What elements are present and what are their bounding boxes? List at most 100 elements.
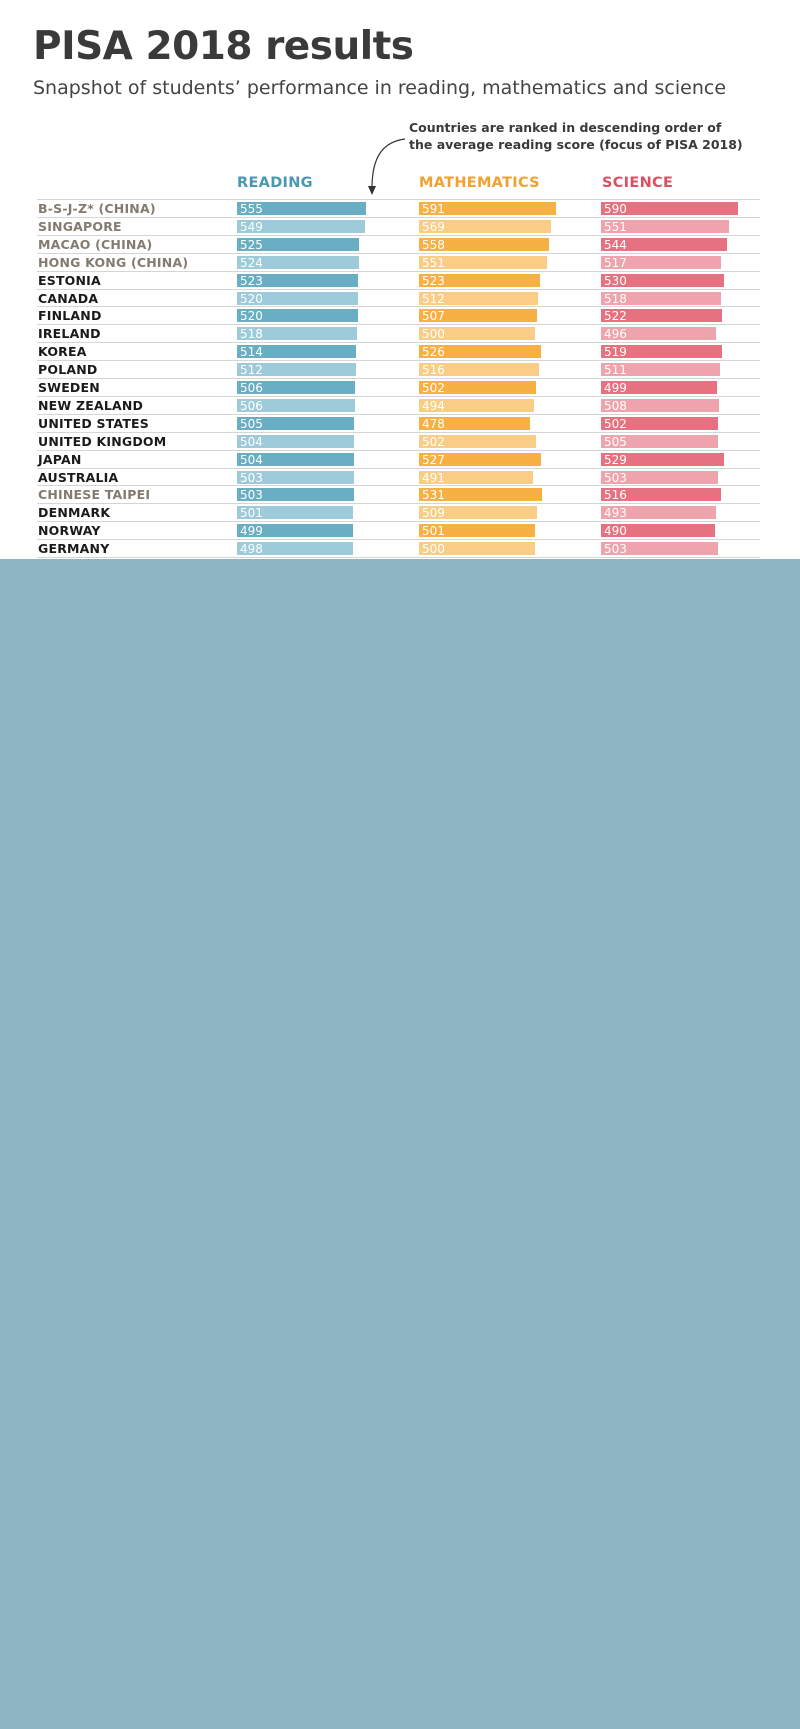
math-value-label: 591 [422, 202, 445, 216]
reading-bar: 499 [237, 524, 353, 539]
reading-bar: 506 [237, 381, 355, 395]
table-row: KOREA 514 526 519 [37, 342, 760, 360]
reading-value-label: 524 [240, 255, 263, 270]
reading-bar: 549 [237, 219, 365, 234]
science-value-label: 499 [604, 381, 627, 395]
math-value-label: 500 [422, 542, 445, 557]
science-value-label: 503 [604, 542, 627, 557]
reading-bar: 523 [237, 273, 359, 288]
science-value-label: 516 [604, 488, 627, 503]
math-value-label: 502 [422, 434, 445, 449]
math-value-label: 558 [422, 237, 445, 252]
country-label: JAPAN [38, 451, 82, 467]
math-value-label: 531 [422, 488, 445, 503]
table-row: SWEDEN 506 502 499 [37, 378, 760, 396]
math-bar: 502 [419, 434, 536, 449]
math-bar: 502 [419, 381, 536, 395]
reading-value-label: 514 [240, 345, 263, 360]
country-label: DENMARK [38, 505, 111, 521]
math-value-label: 502 [422, 381, 445, 395]
math-value-label: 527 [422, 452, 445, 467]
science-value-label: 590 [604, 202, 627, 216]
table-row: IRELAND 518 500 496 [37, 324, 760, 342]
reading-value-label: 523 [240, 273, 263, 288]
country-label: UNITED KINGDOM [38, 433, 167, 449]
science-value-label: 496 [604, 327, 627, 342]
reading-bar: 555 [237, 202, 366, 216]
science-value-label: 503 [604, 470, 627, 485]
reading-value-label: 549 [240, 219, 263, 234]
reading-column-header: READING [237, 175, 313, 191]
ranking-note-line-2: the average reading score (focus of PISA… [409, 137, 743, 152]
reading-bar: 520 [237, 291, 358, 306]
blank-overlay-top [287, 559, 800, 566]
table-row: DENMARK 501 509 493 [37, 503, 760, 521]
math-bar: 558 [419, 237, 549, 252]
science-bar: 530 [601, 273, 725, 288]
science-value-label: 517 [604, 255, 627, 270]
science-bar: 522 [601, 309, 723, 324]
reading-bar: 503 [237, 470, 354, 485]
math-bar: 527 [419, 452, 542, 467]
reading-bar: 504 [237, 434, 354, 449]
science-column-header: SCIENCE [602, 175, 674, 191]
reading-value-label: 504 [240, 434, 263, 449]
science-bar: 519 [601, 345, 722, 359]
science-bar: 503 [601, 542, 718, 557]
math-bar: 512 [419, 291, 538, 306]
science-value-label: 508 [604, 398, 627, 413]
country-label: AUSTRALIA [38, 469, 119, 485]
country-label: SWEDEN [38, 380, 100, 395]
science-bar: 517 [601, 255, 721, 270]
math-value-label: 478 [422, 416, 445, 431]
reading-value-label: 518 [240, 327, 263, 342]
science-bar: 508 [601, 398, 719, 413]
math-bar: 591 [419, 202, 557, 216]
reading-value-label: 520 [240, 291, 263, 306]
math-value-label: 494 [422, 398, 445, 413]
math-value-label: 569 [422, 219, 445, 234]
reading-value-label: 498 [240, 542, 263, 557]
math-bar: 516 [419, 363, 539, 377]
reading-bar: 525 [237, 237, 359, 252]
science-bar: 518 [601, 291, 722, 306]
science-bar: 503 [601, 470, 718, 485]
table-row: HONG KONG (CHINA) 524 551 517 [37, 252, 760, 271]
math-value-label: 526 [422, 345, 445, 360]
science-bar: 544 [601, 237, 728, 252]
reading-bar: 505 [237, 416, 355, 431]
science-bar: 505 [601, 434, 719, 449]
reading-value-label: 501 [240, 506, 263, 521]
table-row: POLAND 512 516 511 [37, 360, 760, 378]
math-bar: 494 [419, 398, 534, 413]
math-value-label: 501 [422, 524, 445, 539]
table-row: SINGAPORE 549 569 551 [37, 216, 760, 235]
science-value-label: 522 [604, 309, 627, 324]
country-label: IRELAND [38, 326, 101, 342]
reading-bar: 524 [237, 255, 359, 270]
math-bar: 569 [419, 219, 552, 234]
math-value-label: 512 [422, 291, 445, 306]
country-label: ESTONIA [38, 272, 101, 288]
reading-bar: 503 [237, 488, 354, 502]
reading-bar: 520 [237, 309, 358, 323]
science-bar: 499 [601, 381, 717, 395]
math-bar: 509 [419, 506, 538, 520]
reading-value-label: 505 [240, 416, 263, 431]
country-label: FINLAND [38, 308, 102, 324]
table-row: CHINESE TAIPEI 503 531 516 [37, 485, 760, 503]
table-row: NEW ZEALAND 506 494 508 [37, 395, 760, 414]
reading-value-label: 504 [240, 452, 263, 467]
math-value-label: 523 [422, 273, 445, 288]
science-bar: 511 [601, 363, 720, 377]
science-bar: 490 [601, 524, 715, 538]
country-label: KOREA [38, 344, 87, 360]
science-bar: 590 [601, 202, 738, 216]
table-row: GERMANY 498 500 503 [37, 539, 760, 557]
reading-value-label: 506 [240, 381, 263, 395]
science-value-label: 493 [604, 506, 627, 521]
reading-value-label: 499 [240, 524, 263, 539]
reading-bar: 501 [237, 506, 354, 521]
ranking-note-line-1: Countries are ranked in descending order… [409, 120, 722, 135]
table-row: FINLAND 520 507 522 [37, 306, 760, 324]
